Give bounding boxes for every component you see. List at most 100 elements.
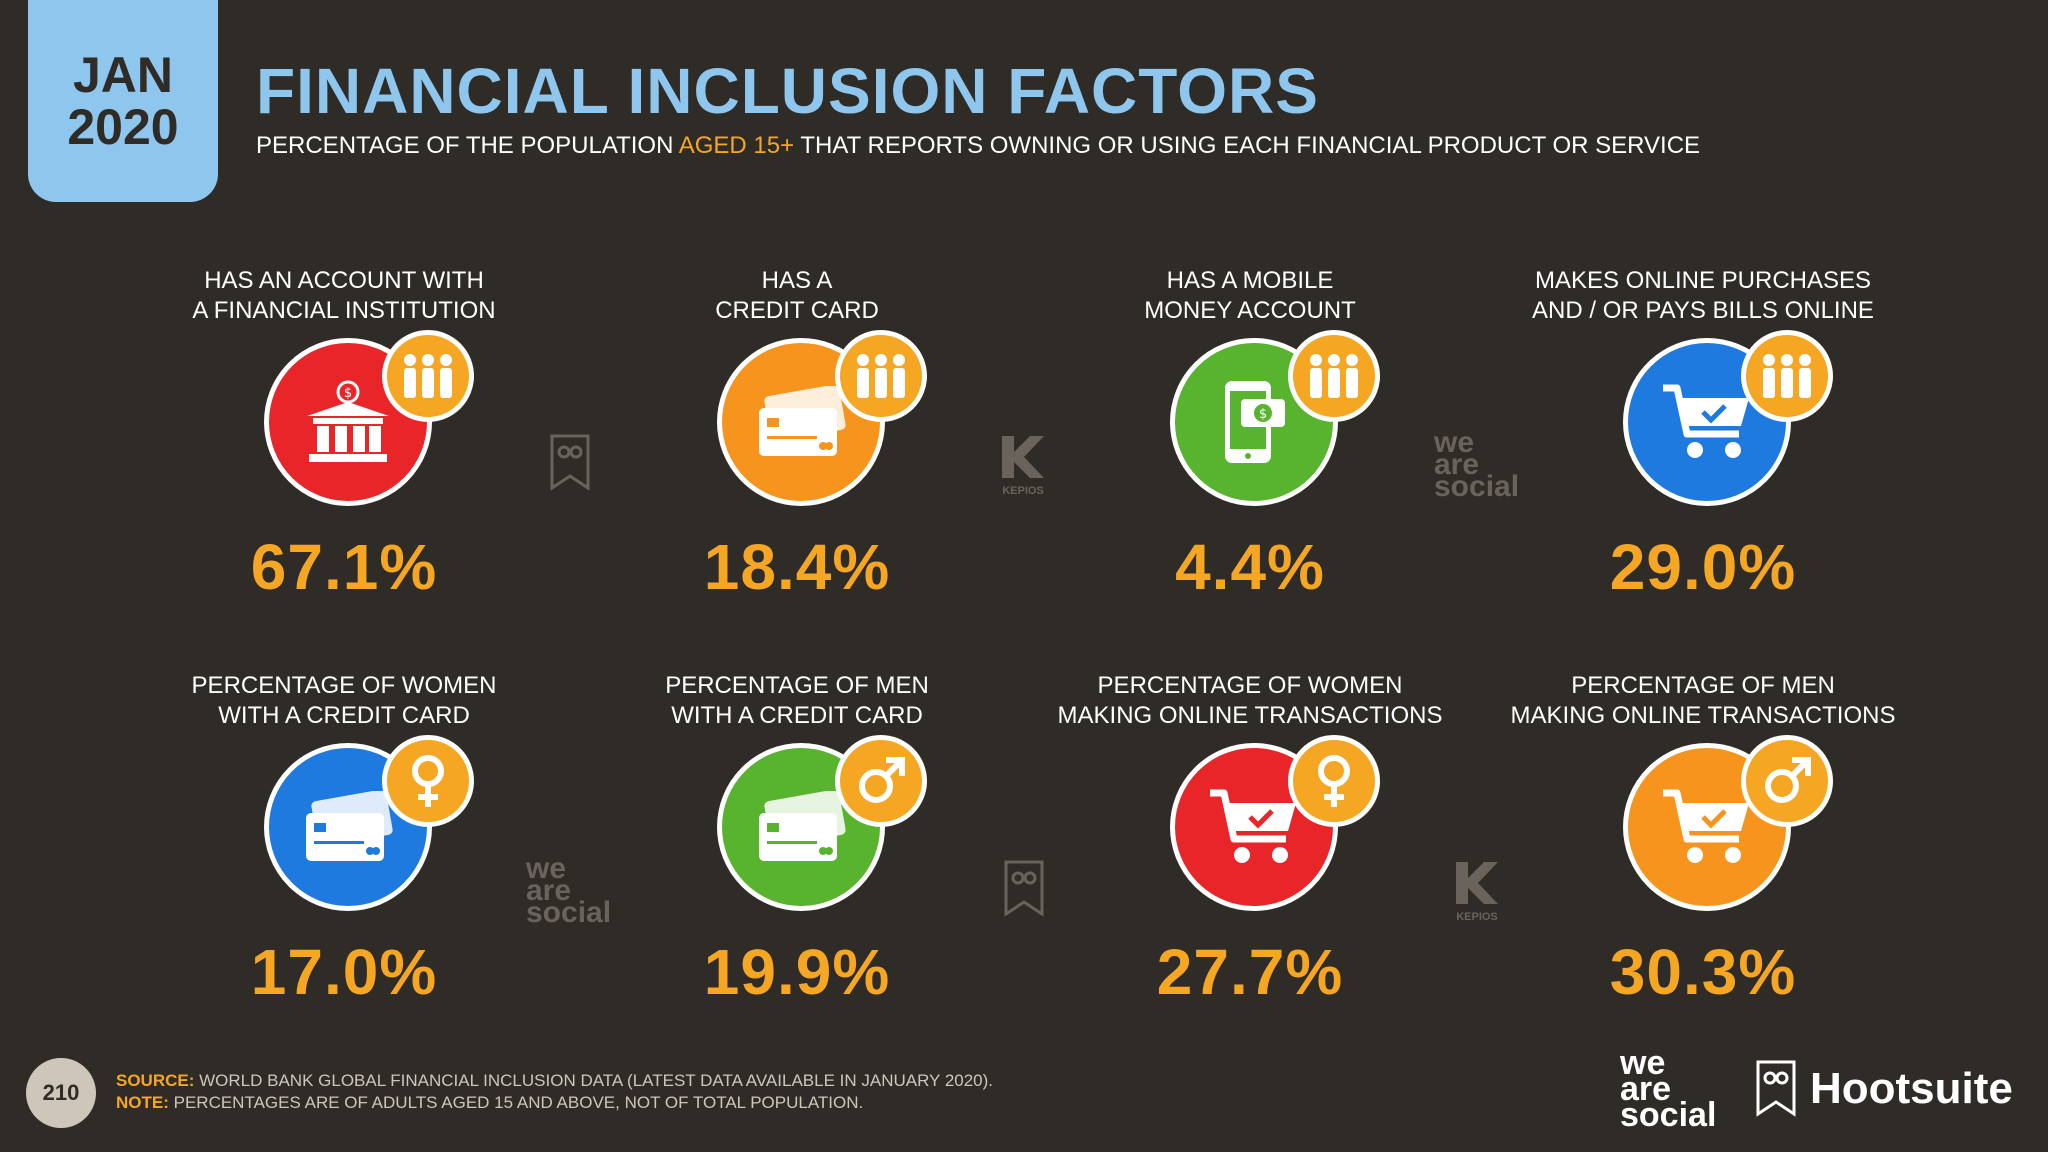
- stat-value: 18.4%: [703, 531, 891, 603]
- we-are-social-watermark-logo: we are social: [526, 852, 612, 929]
- hootsuite-owl-icon: [1756, 1060, 1796, 1117]
- brand-was-line1: we: [1620, 1044, 1666, 1082]
- was-line2: are: [526, 874, 572, 907]
- stat-label-line1: HAS A MOBILE: [1166, 267, 1334, 294]
- stat-card-account: HAS AN ACCOUNT WITH A FINANCIAL INSTITUTI…: [134, 266, 554, 604]
- stat-label-line2: MAKING ONLINE TRANSACTIONS: [1510, 702, 1896, 729]
- stat-card-credit-card: HAS A CREDIT CARD 18.4%: [587, 266, 1007, 604]
- was-line3: social: [526, 896, 612, 929]
- stat-icons: [1493, 330, 1913, 516]
- stat-icons: $: [1040, 330, 1460, 516]
- stat-value: 27.7%: [1156, 936, 1344, 1008]
- stat-value: 19.9%: [703, 936, 891, 1008]
- svg-text:$: $: [344, 386, 352, 401]
- stat-value: 29.0%: [1609, 531, 1797, 603]
- stat-label-line2: CREDIT CARD: [715, 297, 879, 324]
- stat-value: 67.1%: [250, 531, 438, 603]
- was-line2: are: [1434, 448, 1480, 481]
- stat-label-line1: PERCENTAGE OF WOMEN: [191, 672, 497, 699]
- note: NOTE: PERCENTAGES ARE OF ADULTS AGED 15 …: [116, 1092, 993, 1114]
- stat-label-line1: PERCENTAGE OF MEN: [665, 672, 929, 699]
- we-are-social-logo: we are social: [1620, 1044, 1717, 1134]
- date-month: JAN: [72, 46, 174, 103]
- was-line1: we: [1434, 426, 1475, 459]
- hootsuite-owl-watermark-icon: [548, 432, 592, 499]
- female-icon: [1288, 735, 1380, 827]
- brand-was-line2: are: [1620, 1070, 1672, 1108]
- stat-label: MAKES ONLINE PURCHASES AND / OR PAYS BILL…: [1493, 266, 1913, 330]
- stat-label-line2: MONEY ACCOUNT: [1144, 297, 1356, 324]
- we-are-social-watermark-logo: we are social: [1434, 426, 1520, 503]
- stat-label: PERCENTAGE OF MEN MAKING ONLINE TRANSACTI…: [1493, 671, 1913, 735]
- mobile-money-icon: $: [1170, 338, 1338, 506]
- source-text: WORLD BANK GLOBAL FINANCIAL INCLUSION DA…: [194, 1071, 994, 1090]
- stat-label-line1: HAS A: [761, 267, 833, 294]
- stat-card-men-credit-card: PERCENTAGE OF MEN WITH A CREDIT CARD 19.9…: [587, 671, 1007, 1009]
- page-title: FINANCIAL INCLUSION FACTORS: [256, 55, 1319, 127]
- kepios-watermark-logo: KEPIOS: [1000, 434, 1046, 497]
- date-tab: JAN 2020: [28, 0, 218, 202]
- people-icon: [835, 330, 927, 422]
- hootsuite-owl-watermark-icon: [1002, 858, 1046, 925]
- source-note: SOURCE: WORLD BANK GLOBAL FINANCIAL INCL…: [116, 1070, 993, 1092]
- credit-card-icon: [717, 743, 885, 911]
- stat-card-online-purchases: MAKES ONLINE PURCHASES AND / OR PAYS BILL…: [1493, 266, 1913, 604]
- page-number: 210: [26, 1058, 96, 1128]
- stat-icons: [587, 735, 1007, 921]
- stat-value: 4.4%: [1175, 531, 1325, 603]
- stat-value: 17.0%: [250, 936, 438, 1008]
- date-year: 2020: [67, 99, 179, 155]
- page-subtitle: PERCENTAGE OF THE POPULATION AGED 15+ TH…: [256, 132, 1700, 160]
- stat-label-line2: WITH A CREDIT CARD: [218, 702, 470, 729]
- stat-label-line2: A FINANCIAL INSTITUTION: [192, 297, 496, 324]
- female-icon: [382, 735, 474, 827]
- hootsuite-logo: Hootsuite: [1754, 1058, 2013, 1120]
- kepios-watermark-text: KEPIOS: [1456, 911, 1498, 923]
- stat-label-line2: AND / OR PAYS BILLS ONLINE: [1532, 297, 1874, 324]
- svg-text:$: $: [1259, 407, 1267, 422]
- stat-label-line1: PERCENTAGE OF WOMEN: [1097, 672, 1403, 699]
- footnotes: SOURCE: WORLD BANK GLOBAL FINANCIAL INCL…: [116, 1070, 993, 1114]
- male-icon: [835, 735, 927, 827]
- subtitle-highlight: AGED 15+: [678, 132, 795, 159]
- kepios-watermark-logo: KEPIOS: [1454, 860, 1500, 923]
- stat-value: 30.3%: [1609, 936, 1797, 1008]
- stat-label-line1: PERCENTAGE OF MEN: [1571, 672, 1835, 699]
- people-icon: [382, 330, 474, 422]
- stat-icons: [587, 330, 1007, 516]
- shopping-cart-icon: [1170, 743, 1338, 911]
- hootsuite-wordmark: Hootsuite: [1810, 1064, 2013, 1113]
- stat-label: PERCENTAGE OF WOMEN MAKING ONLINE TRANSAC…: [1040, 671, 1460, 735]
- stat-label: HAS AN ACCOUNT WITH A FINANCIAL INSTITUTI…: [134, 266, 554, 330]
- stat-label-line1: MAKES ONLINE PURCHASES: [1534, 267, 1872, 294]
- stat-card-women-credit-card: PERCENTAGE OF WOMEN WITH A CREDIT CARD 17…: [134, 671, 554, 1009]
- kepios-watermark-text: KEPIOS: [1002, 485, 1044, 497]
- was-line3: social: [1434, 470, 1520, 503]
- stat-label: HAS A CREDIT CARD: [587, 266, 1007, 330]
- stat-label: HAS A MOBILE MONEY ACCOUNT: [1040, 266, 1460, 330]
- people-icon: [1288, 330, 1380, 422]
- note-key: NOTE:: [116, 1093, 169, 1112]
- stat-label-line2: MAKING ONLINE TRANSACTIONS: [1057, 702, 1443, 729]
- stat-card-men-online: PERCENTAGE OF MEN MAKING ONLINE TRANSACTI…: [1493, 671, 1913, 1009]
- source-key: SOURCE:: [116, 1071, 195, 1090]
- male-icon: [1741, 735, 1833, 827]
- was-line1: we: [526, 852, 567, 885]
- shopping-cart-icon: [1623, 338, 1791, 506]
- stat-card-women-online: PERCENTAGE OF WOMEN MAKING ONLINE TRANSAC…: [1040, 671, 1460, 1009]
- stat-icons: [1493, 735, 1913, 921]
- stat-icons: [1040, 735, 1460, 921]
- brand-was-line3: social: [1620, 1096, 1717, 1134]
- stat-label-line1: HAS AN ACCOUNT WITH: [204, 267, 484, 294]
- kepios-icon: [1002, 436, 1044, 478]
- stat-label-line2: WITH A CREDIT CARD: [671, 702, 923, 729]
- stat-icons: $: [134, 330, 554, 516]
- subtitle-after: THAT REPORTS OWNING OR USING EACH FINANC…: [794, 132, 1701, 159]
- stat-icons: [134, 735, 554, 921]
- people-icon: [1741, 330, 1833, 422]
- stat-card-mobile-money: HAS A MOBILE MONEY ACCOUNT $ 4.4%: [1040, 266, 1460, 604]
- stat-label: PERCENTAGE OF MEN WITH A CREDIT CARD: [587, 671, 1007, 735]
- kepios-icon: [1456, 862, 1498, 904]
- stat-label: PERCENTAGE OF WOMEN WITH A CREDIT CARD: [134, 671, 554, 735]
- subtitle-before: PERCENTAGE OF THE POPULATION: [256, 132, 679, 159]
